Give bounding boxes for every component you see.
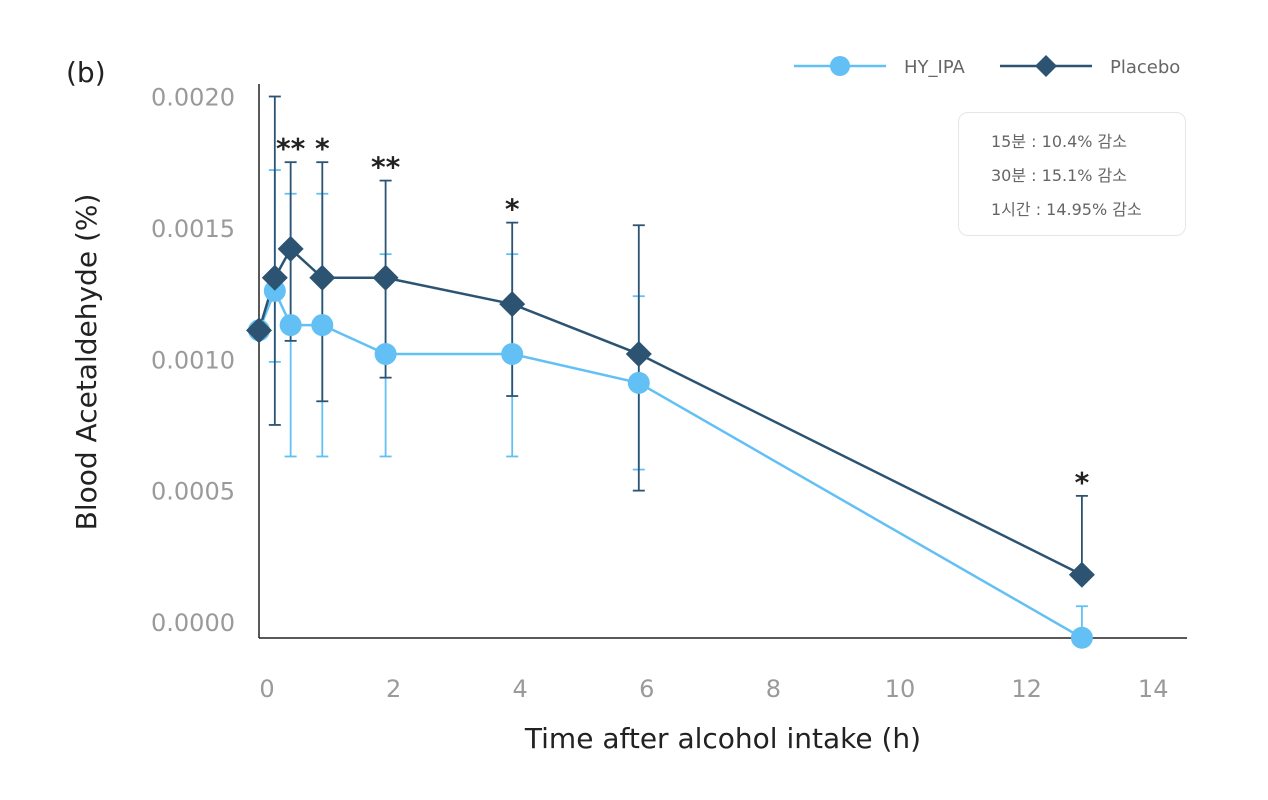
y-axis-title: Blood Acetaldehyde (%) bbox=[70, 194, 103, 531]
y-tick-label: 0.0005 bbox=[151, 478, 235, 506]
data-point bbox=[246, 317, 272, 344]
y-tick-label: 0.0010 bbox=[151, 346, 235, 374]
x-tick-label: 10 bbox=[885, 675, 916, 703]
x-tick-label: 6 bbox=[639, 675, 654, 703]
significance-marker: ** bbox=[276, 132, 306, 165]
x-tick-label: 12 bbox=[1011, 675, 1042, 703]
data-point bbox=[627, 371, 650, 394]
data-point bbox=[263, 279, 286, 302]
series-line bbox=[257, 246, 1083, 576]
significance-marker: ** bbox=[371, 151, 401, 184]
data-point bbox=[279, 314, 302, 337]
data-point bbox=[277, 235, 304, 262]
data-point bbox=[311, 314, 334, 337]
legend-marker-hy-ipa bbox=[830, 56, 850, 76]
reduction-note-box: 15분 : 10.4% 감소 30분 : 15.1% 감소 1시간 : 14.9… bbox=[958, 112, 1186, 236]
legend-label-placebo: Placebo bbox=[1110, 57, 1180, 78]
y-tick-label: 0.0020 bbox=[151, 84, 235, 112]
note-1h: 1시간 : 14.95% 감소 bbox=[991, 200, 1142, 219]
x-tick-label: 14 bbox=[1138, 675, 1169, 703]
data-point bbox=[1068, 561, 1095, 588]
x-axis-title: Time after alcohol intake (h) bbox=[524, 722, 921, 755]
data-point bbox=[261, 264, 288, 291]
data-point bbox=[625, 340, 652, 367]
note-30min: 30분 : 15.1% 감소 bbox=[991, 166, 1127, 185]
data-point bbox=[499, 291, 526, 318]
x-tick-label: 8 bbox=[766, 675, 781, 703]
data-point bbox=[309, 264, 336, 291]
data-point bbox=[372, 264, 399, 291]
legend-marker-placebo bbox=[1035, 55, 1057, 77]
data-point bbox=[501, 342, 524, 365]
significance-marker: * bbox=[505, 193, 520, 226]
y-tick-label: 0.0015 bbox=[151, 215, 235, 243]
series-line bbox=[257, 287, 1083, 639]
note-15min: 15분 : 10.4% 감소 bbox=[991, 132, 1127, 151]
x-tick-label: 0 bbox=[259, 675, 274, 703]
data-point bbox=[374, 342, 397, 365]
y-tick-label: 0.0000 bbox=[151, 609, 235, 637]
significance-marker: * bbox=[1075, 466, 1090, 499]
significance-marker: * bbox=[315, 132, 330, 165]
panel-label: (b) bbox=[66, 56, 106, 89]
x-tick-label: 4 bbox=[513, 675, 528, 703]
legend-label-hy-ipa: HY_IPA bbox=[904, 57, 966, 78]
data-point bbox=[1070, 626, 1093, 649]
x-tick-label: 2 bbox=[386, 675, 401, 703]
